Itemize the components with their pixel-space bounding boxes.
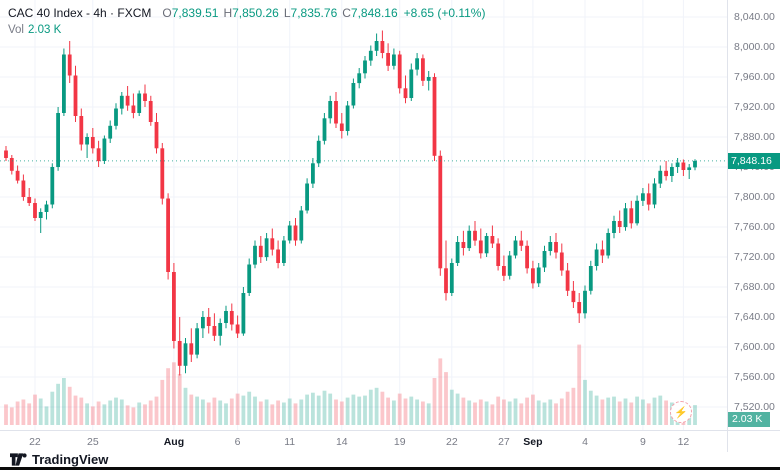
volume-layer: [4, 344, 697, 425]
symbol-row: CAC 40 Index - 4h · FXCM O7,839.51 H7,850.…: [8, 6, 485, 21]
price-axis-label: 7,960.00: [734, 71, 775, 83]
price-axis-label: 7,600.00: [734, 341, 775, 353]
time-axis-label: 22: [29, 436, 41, 448]
price-axis[interactable]: 7,848.16 2.03 K 8,040.00 8,000.00 7,960.00…: [727, 0, 780, 452]
price-axis-label: 8,000.00: [734, 41, 775, 53]
price-axis-label: 7,520.00: [734, 401, 775, 413]
symbol-title[interactable]: CAC 40 Index - 4h · FXCM: [8, 6, 152, 20]
close-label: C: [342, 6, 351, 20]
last-volume-badge: 2.03 K: [728, 412, 770, 427]
ohlc-values: O7,839.51 H7,850.26 L7,835.76 C7,848.16: [157, 6, 397, 20]
high-value: 7,850.26: [232, 6, 279, 20]
last-price-badge: 7,848.16: [728, 152, 780, 169]
time-axis-label: 25: [87, 436, 99, 448]
time-axis-label: 9: [639, 436, 646, 448]
price-axis-label: 7,720.00: [734, 251, 775, 263]
time-axis-label: Aug: [163, 436, 185, 448]
low-label: L: [283, 6, 291, 20]
time-axis-label: Sep: [523, 436, 543, 448]
change-value: +8.65 (+0.11%): [403, 6, 486, 20]
price-axis-label: 7,560.00: [734, 371, 775, 383]
candles-layer: [4, 30, 697, 376]
volume-value: 2.03 K: [28, 24, 62, 36]
tradingview-logo-icon: [10, 453, 27, 466]
time-axis-label: 27: [498, 436, 510, 448]
tradingview-logo[interactable]: TradingView: [10, 452, 108, 467]
price-axis-label: 7,920.00: [734, 101, 775, 113]
low-value: 7,835.76: [290, 6, 338, 20]
price-axis-label: 7,760.00: [734, 221, 775, 233]
price-axis-label: 7,680.00: [734, 281, 775, 293]
price-axis-label: 7,640.00: [734, 311, 775, 323]
open-label: O: [162, 6, 172, 20]
time-axis-label: 6: [234, 436, 241, 448]
chart-pane[interactable]: CAC 40 Index - 4h · FXCM O7,839.51 H7,850.…: [0, 0, 727, 430]
chart-canvas[interactable]: [0, 0, 727, 430]
time-axis[interactable]: 22 25 Aug 6 11 14 19 22 27 Sep 4 9 12: [0, 431, 727, 452]
price-axis-label: 8,040.00: [734, 11, 775, 23]
time-axis-separator: [0, 430, 780, 431]
time-axis-label: 14: [335, 436, 348, 448]
chart-legend: CAC 40 Index - 4h · FXCM O7,839.51 H7,850.…: [8, 6, 485, 38]
time-axis-label: 22: [445, 436, 458, 448]
price-axis-label: 7,880.00: [734, 131, 775, 143]
high-label: H: [223, 6, 233, 20]
tradingview-logo-text: TradingView: [32, 452, 109, 467]
volume-label[interactable]: Vol: [8, 24, 24, 36]
price-axis-label: 7,800.00: [734, 191, 775, 203]
time-axis-label: 19: [393, 436, 406, 448]
footer: TradingView: [0, 452, 780, 467]
bottom-bar: [0, 467, 780, 470]
lightning-icon: ⚡: [674, 406, 688, 419]
time-axis-label: 12: [677, 436, 690, 448]
instant-trading-button[interactable]: ⚡: [670, 401, 692, 423]
grid-layer: [0, 0, 727, 430]
time-axis-label: 11: [284, 436, 296, 448]
open-value: 7,839.51: [171, 6, 219, 20]
volume-row: Vol 2.03 K: [8, 23, 485, 38]
time-axis-label: 4: [582, 436, 588, 448]
close-value: 7,848.16: [350, 6, 398, 20]
